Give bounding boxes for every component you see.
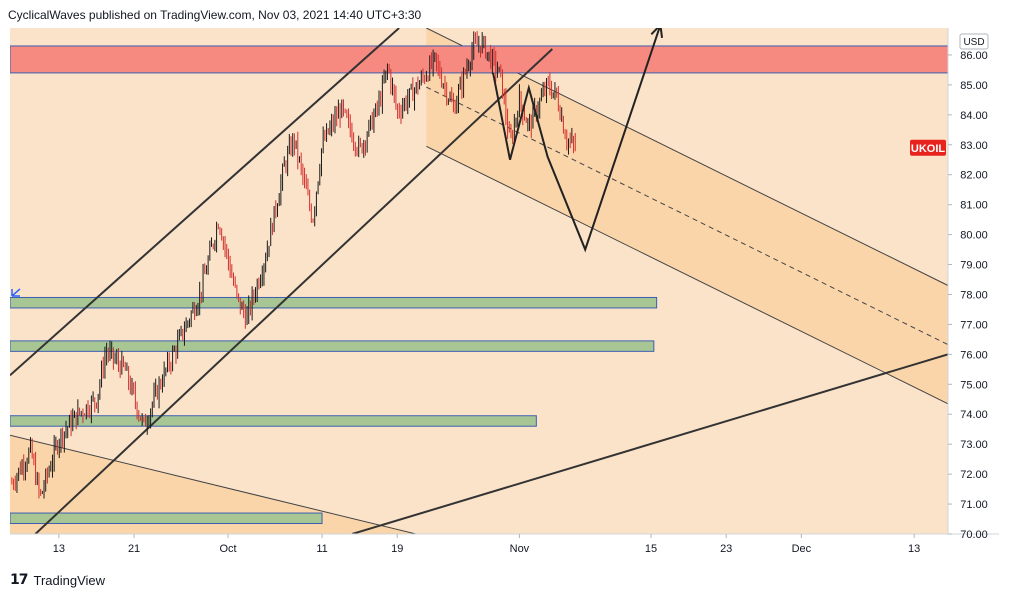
y-tick-label: 82.00 xyxy=(960,170,988,182)
x-tick-label: 19 xyxy=(391,543,403,555)
y-tick-label: 78.00 xyxy=(960,289,988,301)
support-zone xyxy=(10,340,655,352)
y-tick-label: 84.00 xyxy=(960,110,988,122)
up-channel-upper xyxy=(10,28,400,377)
long-trend-line xyxy=(351,353,948,534)
currency-label: USD xyxy=(963,37,984,48)
x-tick-label: Oct xyxy=(219,543,236,555)
y-tick-label: 81.00 xyxy=(960,200,988,212)
tradingview-logo-icon[interactable]: 17 xyxy=(10,572,29,588)
down-channel-midline xyxy=(426,86,948,346)
support-zone xyxy=(10,512,323,525)
x-tick-label: 21 xyxy=(128,543,140,555)
chart-frame[interactable]: USD 86.00 85.00 84.00 83.00 82.00 81.00 80.00 79… xyxy=(8,28,999,564)
y-tick-label: 74.00 xyxy=(960,409,988,421)
drawing-marker-icon xyxy=(11,288,21,297)
down-channel-bottom xyxy=(426,145,948,405)
support-zone xyxy=(10,296,658,309)
y-tick-label: 80.00 xyxy=(960,230,988,242)
footer-brand[interactable]: TradingView xyxy=(33,572,106,588)
publish-info: CyclicalWaves published on TradingView.c… xyxy=(8,8,422,22)
y-tick-label: 70.00 xyxy=(960,529,988,541)
y-tick-label: 76.00 xyxy=(960,349,988,361)
y-tick-label: 86.00 xyxy=(960,50,988,62)
symbol-badge xyxy=(910,139,946,156)
symbol-label: UKOIL xyxy=(911,143,946,155)
y-tick-label: 72.00 xyxy=(960,469,988,481)
x-tick-label: 11 xyxy=(316,543,327,555)
x-tick-label: 13 xyxy=(908,543,920,555)
footer: 17 TradingView xyxy=(10,572,105,588)
projection-arrowhead xyxy=(650,28,664,39)
candles xyxy=(11,31,576,499)
y-tick-label: 83.00 xyxy=(960,140,988,152)
y-tick-label: 79.00 xyxy=(960,260,988,272)
chart[interactable]: USD 86.00 85.00 84.00 83.00 82.00 81.00 80.00 79… xyxy=(8,28,999,564)
y-tick-label: 73.00 xyxy=(960,439,988,451)
y-tick-label: 71.00 xyxy=(960,499,988,511)
x-tick-label: 23 xyxy=(720,543,732,555)
x-tick-label: 15 xyxy=(645,543,657,555)
y-tick-label: 77.00 xyxy=(960,319,988,331)
x-tick-label: Dec xyxy=(792,543,812,555)
up-channel-lower xyxy=(34,48,553,534)
currency-box xyxy=(959,33,989,50)
x-tick-label: Nov xyxy=(510,543,530,555)
projection-path xyxy=(492,28,661,253)
bottom-left-channel-line xyxy=(10,434,417,534)
y-tick-label: 85.00 xyxy=(960,80,988,92)
y-tick-label: 75.00 xyxy=(960,379,988,391)
x-tick-label: 13 xyxy=(53,543,65,555)
support-zone xyxy=(10,415,537,427)
plot-layer xyxy=(10,28,948,534)
